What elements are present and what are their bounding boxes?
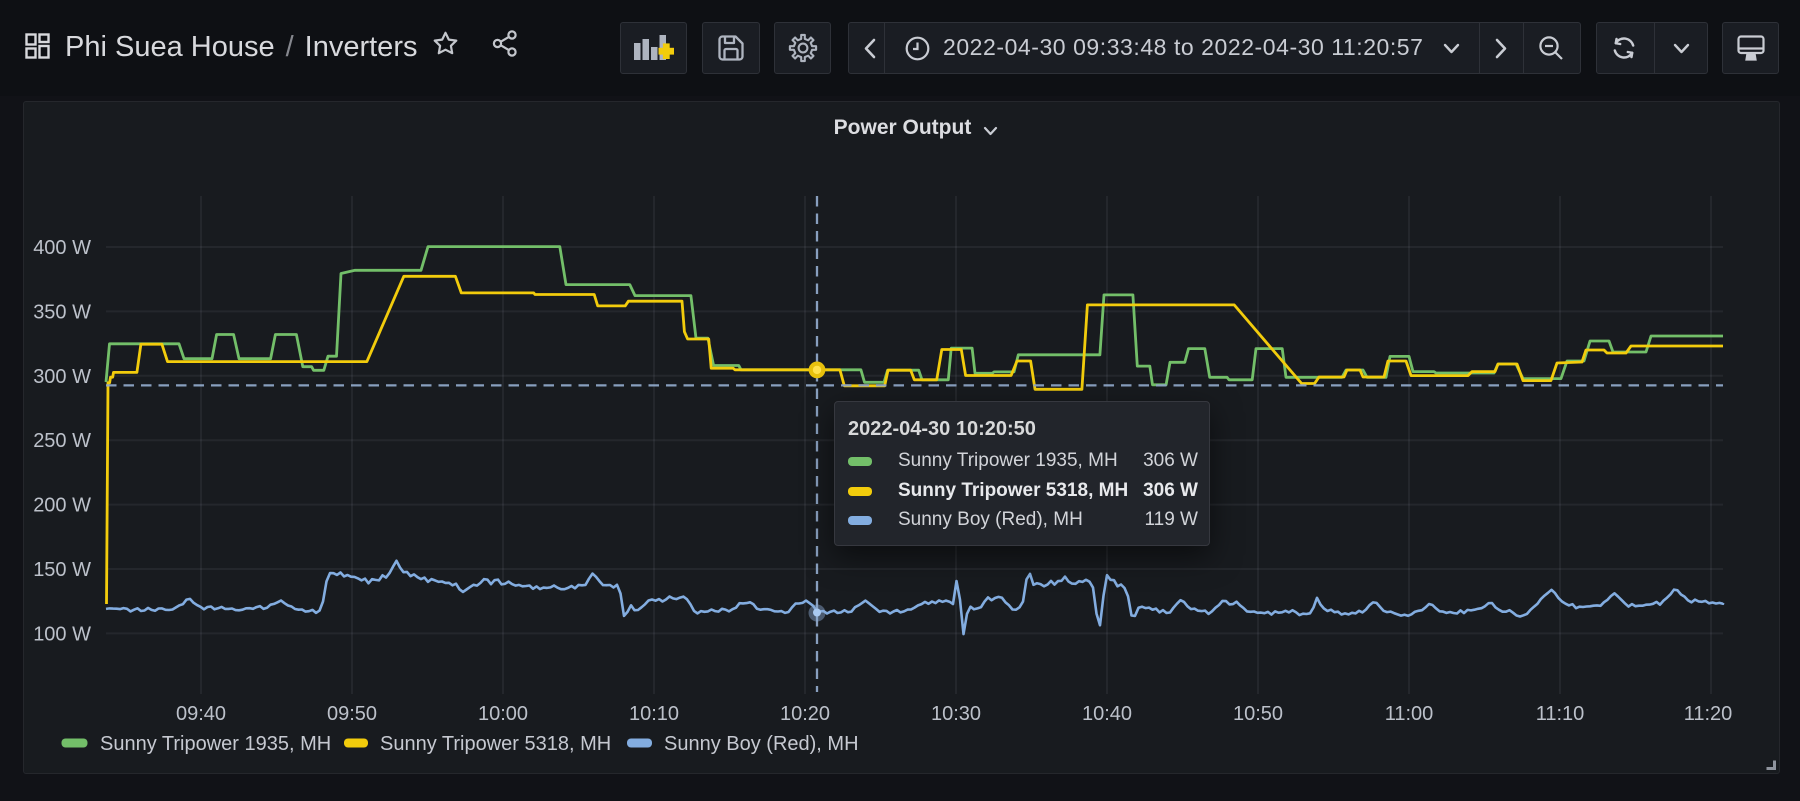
svg-text:250 W: 250 W — [33, 430, 91, 452]
svg-text:09:50: 09:50 — [327, 703, 377, 725]
svg-text:200 W: 200 W — [33, 495, 91, 517]
svg-text:Sunny Tripower 1935, MH: Sunny Tripower 1935, MH — [100, 733, 331, 755]
svg-text:10:10: 10:10 — [629, 703, 679, 725]
svg-text:10:30: 10:30 — [931, 703, 981, 725]
svg-text:400 W: 400 W — [33, 237, 91, 259]
svg-text:Sunny Tripower 5318, MH: Sunny Tripower 5318, MH — [380, 733, 611, 755]
svg-text:11:10: 11:10 — [1536, 703, 1585, 725]
svg-text:11:00: 11:00 — [1385, 703, 1434, 725]
svg-text:10:40: 10:40 — [1082, 703, 1132, 725]
svg-text:350 W: 350 W — [33, 301, 91, 323]
svg-text:Sunny Boy (Red), MH: Sunny Boy (Red), MH — [664, 733, 859, 755]
svg-text:300 W: 300 W — [33, 366, 91, 388]
svg-text:10:20: 10:20 — [780, 703, 830, 725]
svg-text:150 W: 150 W — [33, 559, 91, 581]
svg-text:100 W: 100 W — [33, 623, 91, 645]
svg-text:10:50: 10:50 — [1233, 703, 1283, 725]
svg-text:09:40: 09:40 — [176, 703, 226, 725]
svg-text:10:00: 10:00 — [478, 703, 528, 725]
svg-text:11:20: 11:20 — [1684, 703, 1733, 725]
